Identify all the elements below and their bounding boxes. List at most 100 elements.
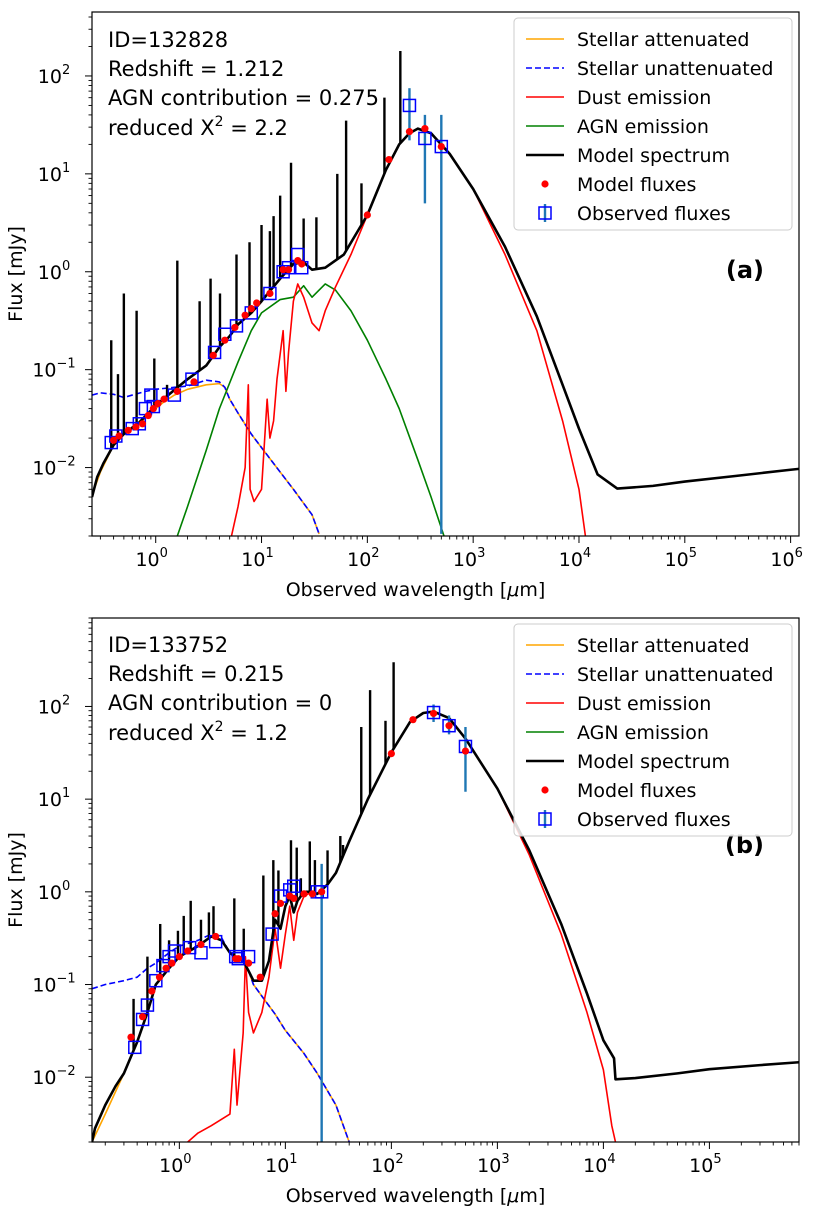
x-tick-label: 100	[159, 1152, 191, 1177]
y-tick-label: 102	[38, 63, 70, 88]
legend-label: Model spectrum	[577, 751, 730, 773]
legend-swatch	[541, 180, 549, 188]
model-flux-point	[148, 987, 156, 995]
x-tick-label: 103	[477, 1152, 509, 1177]
x-tick-label: 105	[665, 546, 697, 571]
info-chi2: reduced X2 = 2.2	[108, 114, 288, 140]
observed-flux-point	[402, 98, 417, 113]
legend-label: Dust emission	[577, 693, 711, 715]
y-tick-label: 10−1	[32, 972, 75, 997]
info-id: ID=133752	[108, 633, 228, 657]
model-flux-point	[290, 894, 298, 902]
info-agn: AGN contribution = 0.275	[108, 86, 379, 110]
model-flux-point	[256, 973, 264, 981]
legend-box	[513, 623, 793, 837]
legend-label: Observed fluxes	[577, 809, 731, 831]
model-flux-point	[445, 722, 453, 730]
legend: Stellar attenuated Stellar unattenuated Du…	[513, 623, 793, 837]
model-flux-point	[127, 1033, 135, 1041]
observed-flux-point	[167, 388, 182, 402]
model-flux-point	[253, 299, 261, 307]
model-flux-point	[271, 910, 279, 918]
axes-frame	[91, 617, 800, 1143]
info-agn: AGN contribution = 0	[108, 691, 332, 715]
legend-label: Stellar unattenuated	[577, 58, 774, 80]
model-flux-point	[221, 336, 229, 344]
model-flux-point	[138, 420, 147, 428]
info-block: ID=132828 Redshift = 1.212 AGN contributio…	[108, 28, 379, 140]
x-tick-label: 101	[265, 1152, 297, 1177]
plot-area	[92, 50, 799, 536]
x-axis-label: Observed wavelength [μm]	[286, 579, 546, 601]
model-flux-point	[247, 305, 255, 313]
x-tick-label: 104	[559, 546, 591, 571]
observed-flux-point	[185, 372, 199, 386]
y-tick-label: 101	[38, 161, 70, 186]
panel-b: 100 101 102 103 104 105 10−2 10−1 100 101 102 Obser…	[5, 617, 800, 1207]
info-block: ID=133752 Redshift = 0.215 AGN contributio…	[108, 633, 332, 745]
model-flux-point	[308, 890, 317, 898]
panel-a: 100 101 102 103 104 105 106 10−2 10−1 100 101 102 Ob…	[5, 11, 803, 601]
model-flux-point	[363, 211, 371, 219]
observed-flux-point	[128, 1040, 142, 1055]
observed-flux-point	[314, 885, 329, 899]
observed-flux-point	[194, 946, 208, 960]
model-flux-point	[209, 351, 217, 359]
series-agn-emission	[176, 283, 445, 536]
legend-label: AGN emission	[577, 722, 709, 744]
y-axis-label: Flux [mJy]	[5, 832, 27, 928]
legend-label: Model spectrum	[577, 145, 730, 167]
legend-swatch	[541, 786, 549, 794]
model-flux-point	[115, 432, 123, 440]
model-flux-point	[300, 890, 308, 898]
model-flux-point	[405, 128, 414, 136]
series-stellar-attenuated	[92, 382, 320, 535]
x-axis-label: Observed wavelength [μm]	[286, 1185, 546, 1207]
model-flux-point	[266, 289, 274, 298]
model-flux-point	[429, 709, 438, 718]
info-id: ID=132828	[108, 28, 228, 52]
y-tick-label: 10−2	[32, 455, 75, 480]
model-flux-point	[175, 953, 183, 961]
model-flux-point	[138, 1013, 147, 1021]
x-tick-label: 100	[135, 546, 167, 571]
legend-label: Stellar attenuated	[577, 635, 749, 657]
x-tick-label: 104	[583, 1152, 615, 1177]
model-flux-point	[385, 155, 393, 164]
panel-label: (a)	[726, 256, 764, 284]
model-flux-point	[241, 311, 249, 319]
model-flux-point	[109, 436, 118, 444]
observed-flux-point	[149, 973, 163, 988]
axes-frame	[91, 11, 800, 537]
y-tick-label: 102	[38, 693, 70, 718]
y-tick-label: 101	[38, 786, 70, 811]
observed-flux-point	[140, 998, 155, 1012]
legend-label: Observed fluxes	[577, 203, 731, 225]
model-flux-point	[387, 749, 395, 758]
info-redshift: Redshift = 1.212	[108, 57, 284, 81]
y-tick-label: 100	[38, 259, 70, 284]
x-tick-label: 106	[770, 546, 802, 571]
model-flux-point	[149, 405, 157, 413]
model-flux-point	[409, 716, 417, 724]
model-flux-point	[144, 411, 152, 420]
model-flux-point	[461, 747, 470, 755]
legend-label: Model fluxes	[577, 174, 696, 196]
observed-flux-point	[167, 944, 182, 958]
model-flux-point	[421, 124, 429, 133]
legend-swatch	[538, 206, 552, 220]
y-axis-label: Flux [mJy]	[5, 226, 27, 322]
model-flux-point	[168, 959, 176, 967]
model-flux-point	[212, 932, 220, 941]
y-tick-label: 10−1	[32, 357, 75, 382]
model-flux-point	[162, 964, 170, 972]
x-tick-label: 101	[241, 546, 273, 571]
model-flux-point	[231, 323, 239, 332]
x-tick-label: 105	[689, 1152, 721, 1177]
series-stellar-unattenuated	[92, 379, 320, 535]
info-chi2: reduced X2 = 1.2	[108, 719, 288, 745]
observed-flux-point	[265, 927, 279, 941]
model-flux-point	[318, 888, 326, 896]
legend-label: Dust emission	[577, 87, 711, 109]
